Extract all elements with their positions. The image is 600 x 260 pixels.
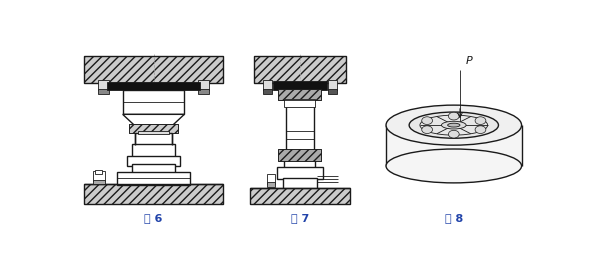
Polygon shape [123, 114, 184, 125]
Bar [95, 170, 102, 174]
Ellipse shape [386, 149, 521, 183]
Bar [94, 171, 105, 181]
Bar [278, 89, 322, 101]
Bar [278, 89, 322, 101]
Bar [283, 178, 317, 188]
Text: 图 8: 图 8 [445, 212, 463, 223]
Ellipse shape [448, 123, 460, 127]
Text: P: P [466, 56, 472, 66]
Bar [84, 184, 223, 204]
Bar [250, 187, 350, 204]
Bar [138, 131, 169, 134]
Bar [198, 89, 209, 94]
Bar [84, 184, 223, 204]
Bar [254, 56, 346, 83]
Bar [123, 90, 184, 114]
Bar [268, 174, 275, 184]
Bar [277, 167, 323, 179]
Bar [198, 80, 209, 90]
Bar [278, 149, 322, 161]
Bar [84, 56, 223, 83]
Bar [286, 106, 314, 151]
Bar [98, 80, 109, 90]
Bar [129, 124, 178, 133]
Bar [263, 80, 272, 90]
Bar [254, 56, 346, 83]
Bar [328, 89, 337, 94]
Bar [250, 187, 350, 204]
Ellipse shape [475, 126, 486, 133]
Ellipse shape [448, 130, 459, 138]
Bar [132, 144, 175, 158]
Bar [273, 81, 327, 90]
Bar [84, 56, 223, 83]
Ellipse shape [442, 121, 466, 129]
Bar [284, 159, 315, 169]
Bar [284, 99, 315, 107]
Bar [116, 172, 190, 185]
Ellipse shape [475, 117, 486, 125]
Bar [129, 124, 178, 133]
Bar [98, 89, 109, 94]
Bar [127, 156, 181, 166]
Text: 图 7: 图 7 [290, 212, 309, 223]
Ellipse shape [409, 112, 499, 138]
Ellipse shape [422, 117, 433, 125]
Bar [132, 164, 175, 174]
Bar [107, 82, 200, 90]
Polygon shape [386, 125, 521, 166]
Bar [278, 149, 322, 161]
Bar [135, 133, 172, 145]
Ellipse shape [448, 112, 459, 120]
Text: 图 6: 图 6 [145, 212, 163, 223]
Bar [268, 182, 275, 187]
Ellipse shape [422, 126, 433, 133]
Bar [94, 180, 105, 184]
Bar [263, 89, 272, 94]
Ellipse shape [386, 105, 521, 145]
Bar [328, 80, 337, 90]
